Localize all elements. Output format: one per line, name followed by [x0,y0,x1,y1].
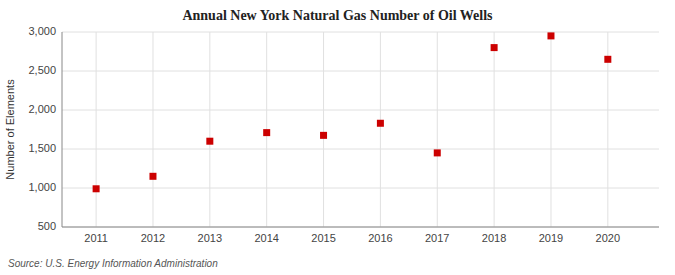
grid-line-x [550,32,551,227]
x-tick-label: 2014 [254,232,278,244]
y-tick-label: 1,500 [28,142,56,154]
x-tick-label: 2013 [198,232,222,244]
point [377,120,384,127]
grid-line-x [323,32,324,227]
point [547,32,554,39]
x-tick-label: 2016 [368,232,392,244]
chart: 500 1,000 1,500 2,000 2,500 3,000 2011 2012 2013… [0,0,675,275]
point [93,185,100,192]
grid-line-y [62,149,659,150]
point [604,56,611,63]
grid-line-y [62,71,659,72]
y-tick-label: 2,500 [28,64,56,76]
plot-area [62,32,659,227]
x-tick-label: 2019 [539,232,563,244]
point [320,132,327,139]
y-tick-label: 2,000 [28,103,56,115]
y-axis-label: Number of Elements [4,79,16,180]
y-tick-label: 3,000 [28,25,56,37]
title: Annual New York Natural Gas Number of Oi… [182,8,493,23]
grid-line-y [62,227,659,228]
grid-line-x [209,32,210,227]
grid-line-y [62,110,659,111]
point [434,149,441,156]
point [206,138,213,145]
grid [62,32,659,227]
annotation: Source: U.S. Energy Information Administ… [8,258,218,269]
y-tick-label: 500 [38,220,56,232]
x-tick-label: 2020 [596,232,620,244]
grid-line-y [62,188,659,189]
point [149,173,156,180]
grid-line-y [62,32,659,33]
x-tick-label: 2017 [425,232,449,244]
x-tick-label: 2012 [141,232,165,244]
x-tick-label: 2011 [84,232,108,244]
grid-line-x [380,32,381,227]
grid-line-x [494,32,495,227]
y-axis-line [62,32,63,227]
grid-line-x [96,32,97,227]
x-tick-label: 2018 [482,232,506,244]
points [93,32,612,192]
x-axis-line [62,227,659,228]
x-tick-label: 2015 [311,232,335,244]
point [263,129,270,136]
grid-line-x [152,32,153,227]
point [491,44,498,51]
y-tick-label: 1,000 [28,181,56,193]
grid-line-x [437,32,438,227]
